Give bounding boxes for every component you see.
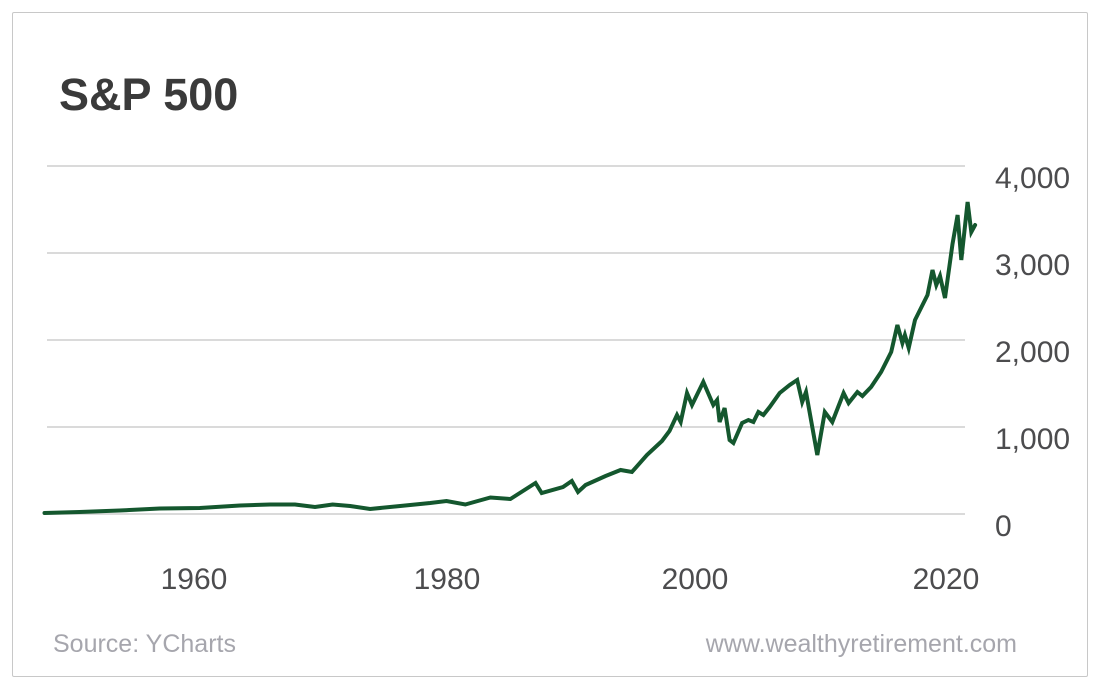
- website-watermark: www.wealthyretirement.com: [705, 630, 1017, 658]
- x-axis-tick-label: 1980: [413, 563, 481, 596]
- x-axis-tick-label: 1960: [160, 563, 228, 596]
- y-axis-tick-label: 3,000: [995, 249, 1071, 282]
- y-axis-tick-label: 1,000: [995, 423, 1071, 456]
- y-axis-tick-label: 0: [995, 510, 1012, 543]
- sp500-price-line: [42, 201, 978, 515]
- x-axis-tick-label: 2000: [661, 563, 729, 596]
- y-axis-tick-label: 4,000: [995, 162, 1071, 195]
- chart-title: S&P 500: [59, 69, 239, 120]
- x-axis-tick-label: 2020: [912, 563, 980, 596]
- y-axis-tick-label: 2,000: [995, 336, 1071, 369]
- source-label: Source: YCharts: [53, 630, 236, 658]
